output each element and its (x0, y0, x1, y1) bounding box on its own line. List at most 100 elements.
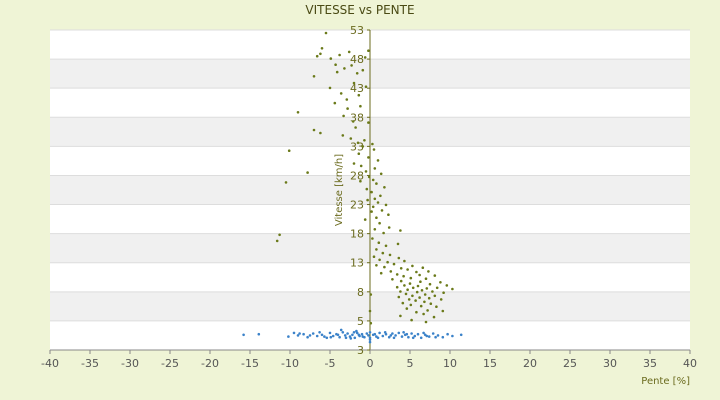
data-point (352, 331, 356, 334)
data-point (409, 276, 413, 280)
data-point (423, 300, 426, 304)
data-point (391, 332, 394, 335)
x-tick-label: 35 (643, 357, 657, 370)
data-point (350, 64, 353, 67)
data-point (376, 336, 380, 340)
data-point (278, 233, 281, 237)
data-point (352, 162, 356, 165)
data-point (341, 134, 345, 137)
x-tick-label: 30 (603, 357, 617, 370)
data-point (399, 267, 403, 270)
data-point (446, 332, 449, 336)
data-point (346, 107, 349, 110)
data-point (375, 182, 378, 185)
y-tick-labels: 3 5 8 13 18 23 28 33 38 43 48 53 (350, 24, 370, 357)
data-point (369, 321, 373, 325)
data-point (381, 334, 385, 338)
data-point (379, 194, 382, 198)
data-point (423, 293, 427, 296)
data-point (355, 329, 358, 333)
data-point (428, 282, 432, 286)
data-point (365, 187, 369, 191)
data-point (421, 266, 425, 270)
data-point (339, 328, 343, 332)
data-point (435, 305, 438, 309)
data-point (427, 335, 431, 338)
data-point (433, 274, 437, 277)
data-point (352, 81, 356, 85)
data-point (379, 172, 383, 176)
data-point (391, 278, 394, 281)
data-point (329, 335, 333, 339)
data-point (306, 171, 309, 174)
data-point (404, 292, 408, 296)
data-point (328, 86, 332, 90)
y-tick-label: 18 (350, 228, 364, 241)
data-point (367, 121, 370, 124)
data-point (381, 251, 385, 255)
data-point (315, 54, 319, 58)
data-point (371, 205, 375, 209)
data-point (416, 284, 420, 288)
data-point (342, 114, 345, 118)
x-tick-label: 40 (683, 357, 697, 370)
data-point (353, 336, 357, 340)
data-point (384, 244, 388, 248)
data-point (401, 301, 405, 305)
data-point (361, 335, 365, 338)
data-point (415, 310, 418, 314)
data-point (361, 145, 365, 148)
data-point (436, 334, 440, 337)
data-point (411, 294, 414, 298)
data-point (414, 299, 417, 302)
data-point (431, 290, 434, 293)
data-point (365, 332, 369, 335)
data-point (394, 334, 397, 337)
data-point (318, 331, 321, 334)
y-tick-label: 33 (350, 140, 364, 153)
data-point (372, 148, 376, 151)
x-tick-label: 25 (563, 357, 577, 370)
data-point (402, 274, 405, 278)
x-tick-label: -10 (281, 357, 299, 370)
data-point (359, 104, 362, 108)
data-point (367, 334, 370, 337)
data-point (373, 332, 377, 336)
data-point (257, 332, 261, 336)
data-point (396, 242, 400, 246)
data-point (319, 131, 322, 135)
data-point (425, 287, 429, 290)
data-point (416, 332, 420, 336)
data-point (364, 85, 368, 88)
data-point (360, 332, 364, 336)
data-point (405, 332, 409, 336)
data-point (403, 284, 406, 287)
y-tick-label: 38 (350, 111, 364, 124)
data-point (445, 284, 449, 287)
x-tick-label: -35 (81, 357, 99, 370)
x-tick-labels: -40 -35 -30 -25 -20 -15 -10 -5 0 5 10 15 20 25 30 35 40 (41, 350, 697, 370)
x-axis-label: Pente [%] (641, 376, 690, 387)
data-point (370, 210, 373, 213)
data-point (349, 137, 353, 140)
x-tick-label: -20 (201, 357, 219, 370)
data-point (375, 264, 378, 267)
data-point (424, 277, 428, 281)
data-point (359, 179, 362, 183)
data-point (339, 92, 343, 95)
data-point (406, 288, 409, 292)
data-point (397, 256, 401, 260)
data-point (320, 47, 324, 50)
data-point (383, 265, 386, 269)
y-tick-label: 53 (350, 24, 364, 37)
data-point (343, 67, 346, 70)
data-point (338, 53, 341, 57)
data-point (366, 198, 369, 202)
data-point (368, 340, 372, 344)
data-point (287, 149, 291, 152)
x-tick-label: 20 (523, 357, 537, 370)
data-point (439, 298, 443, 301)
data-point (368, 309, 372, 313)
data-point (383, 186, 386, 189)
